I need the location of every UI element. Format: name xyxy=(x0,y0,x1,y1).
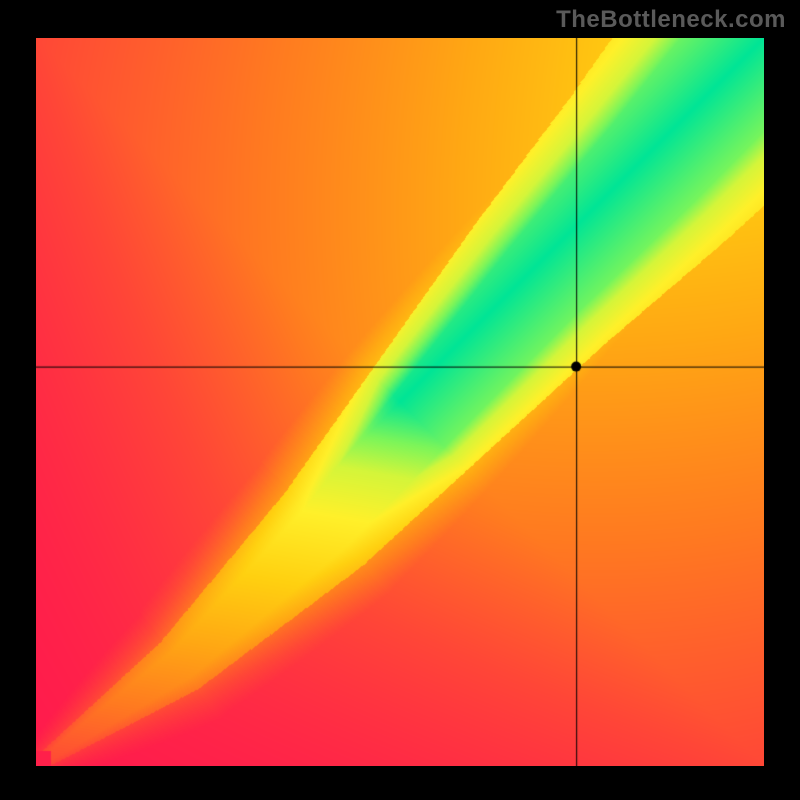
watermark-text: TheBottleneck.com xyxy=(556,6,786,34)
bottleneck-heatmap xyxy=(36,38,764,766)
chart-container: TheBottleneck.com xyxy=(0,0,800,800)
plot-area xyxy=(36,38,764,766)
